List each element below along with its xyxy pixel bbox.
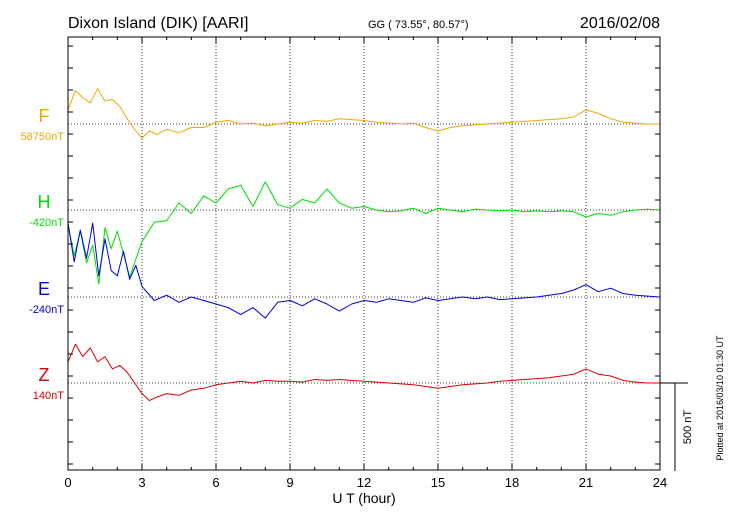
series-baseline-e: -240nT [29, 304, 64, 316]
grid-lines [68, 37, 660, 470]
station-coordinates: GG ( 73.55°, 80.57°) [368, 19, 469, 31]
chart-date: 2016/02/08 [580, 15, 660, 32]
x-tick-label: 12 [357, 475, 371, 490]
series-baseline-f: 58750nT [21, 131, 65, 143]
series-name-z: Z [39, 365, 50, 385]
series-name-e: E [38, 279, 50, 299]
x-axis-label: U T (hour) [332, 490, 395, 506]
chart-title: Dixon Island (DIK) [AARI] [68, 15, 249, 32]
scale-bar-label: 500 nT [682, 410, 694, 445]
series-line-e [67, 222, 661, 319]
series-baseline-z: 140nT [33, 390, 64, 402]
series-layer [67, 88, 661, 402]
series-name-h: H [38, 192, 51, 212]
x-tick-label: 0 [64, 475, 71, 490]
series-labels: F 58750nT H -420nT E -240nT Z 140nT [21, 106, 65, 402]
x-tick-label: 24 [653, 475, 667, 490]
x-tick-label: 21 [579, 475, 593, 490]
series-baseline-h: -420nT [29, 217, 64, 229]
x-tick-label: 9 [286, 475, 293, 490]
x-tick-label: 18 [505, 475, 519, 490]
series-line-f [67, 88, 660, 139]
axis-ticks: 0 3 6 9 12 15 18 21 24 [64, 37, 667, 490]
plotted-timestamp: Plotted at 2016/03/10 01:30 UT [715, 335, 725, 461]
x-tick-label: 3 [138, 475, 145, 490]
series-line-h [67, 181, 661, 285]
x-tick-label: 15 [431, 475, 445, 490]
series-name-f: F [39, 106, 50, 126]
series-line-z [67, 343, 660, 402]
x-tick-label: 6 [212, 475, 219, 490]
